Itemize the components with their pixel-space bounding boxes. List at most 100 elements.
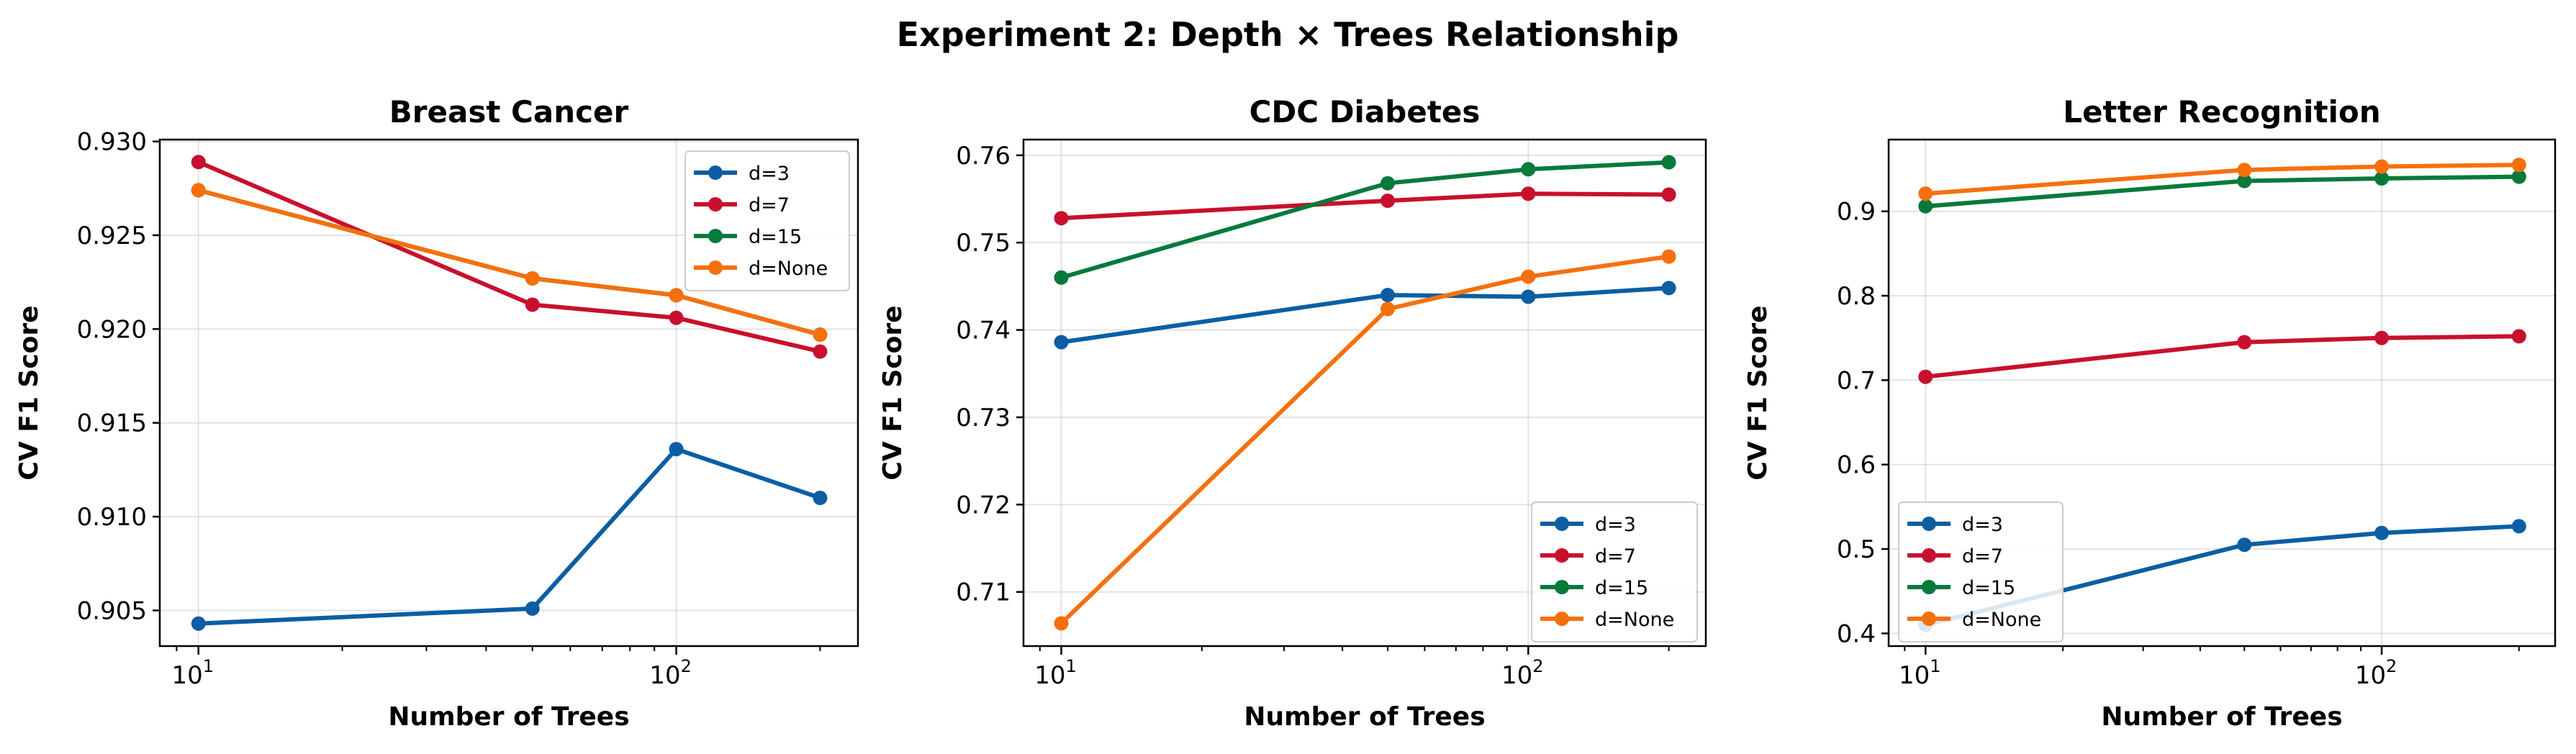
- x-tick-label: 102: [649, 656, 692, 690]
- y-tick-label: 0.905: [77, 596, 147, 625]
- data-point-d=3: [191, 616, 206, 631]
- y-tick-label: 0.915: [77, 409, 147, 438]
- data-point-d=15: [2374, 171, 2390, 186]
- legend: d=3 d=7 d=15 d=None: [1531, 501, 1698, 642]
- data-point-d=None: [2237, 163, 2252, 178]
- panel-title: Letter Recognition: [2063, 94, 2380, 130]
- data-point-d=3: [1521, 289, 1536, 304]
- y-tick-label: 0.5: [1837, 535, 1876, 564]
- data-point-d=7: [191, 155, 206, 170]
- y-tick-label: 0.71: [956, 578, 1011, 607]
- legend-marker-d=3: [1555, 517, 1569, 531]
- legend-label: d=3: [749, 163, 790, 185]
- legend-label: d=None: [1962, 609, 2041, 631]
- series-line-d=None: [1059, 254, 1671, 626]
- chart-panel-3: 0.4 0.5 0.6 0.7 0.8 0.9 101 102 Letter Recogniti…: [1743, 94, 2557, 732]
- y-tick-label: 0.920: [77, 315, 147, 344]
- axes-frame: [1887, 138, 2557, 648]
- legend-label: d=15: [1962, 577, 2015, 599]
- y-tick-label: 0.7: [1837, 366, 1876, 395]
- legend-label: d=3: [1595, 514, 1636, 536]
- data-point-d=7: [1661, 187, 1676, 202]
- y-tick-label: 0.9: [1837, 198, 1876, 227]
- series-line-d=15: [1059, 160, 1671, 280]
- data-point-d=3: [2374, 525, 2390, 540]
- data-point-d=3: [1661, 281, 1676, 296]
- panel-title: CDC Diabetes: [1249, 94, 1481, 130]
- series-line-d=None: [196, 188, 823, 337]
- y-axis-label: CV F1 Score: [14, 305, 44, 480]
- data-point-d=15: [2237, 173, 2252, 188]
- data-point-d=7: [2511, 329, 2526, 344]
- axes-frame: [1022, 138, 1707, 648]
- data-point-d=None: [1918, 186, 1933, 201]
- legend-marker-d=7: [1555, 548, 1569, 563]
- data-point-d=None: [669, 288, 684, 303]
- y-tick-label: 0.910: [77, 503, 147, 532]
- legend-marker-d=15: [1922, 580, 1936, 594]
- y-tick-label: 0.925: [77, 222, 147, 250]
- data-point-d=3: [1054, 335, 1069, 350]
- x-axis-label: Number of Trees: [2101, 702, 2342, 732]
- data-point-d=None: [2511, 158, 2526, 173]
- series-line-d=3: [1923, 524, 2521, 627]
- y-tick-label: 0.75: [956, 229, 1011, 258]
- legend-label: d=7: [749, 194, 790, 217]
- legend-frame: [1531, 501, 1698, 642]
- legend-label: d=15: [749, 226, 802, 248]
- data-point-d=7: [2374, 330, 2390, 345]
- y-axis-label: CV F1 Score: [878, 305, 908, 480]
- legend-marker-d=None: [708, 260, 723, 275]
- x-tick-label: 102: [1501, 656, 1544, 690]
- data-point-d=7: [1380, 193, 1396, 208]
- data-point-d=15: [1918, 199, 1933, 214]
- data-point-d=3: [813, 491, 828, 506]
- data-point-d=3: [2237, 537, 2252, 553]
- series-line-d=15: [1923, 174, 2521, 209]
- legend: d=3 d=7 d=15 d=None: [684, 150, 850, 291]
- y-tick-label: 0.8: [1837, 282, 1876, 311]
- x-axis-label: Number of Trees: [388, 702, 629, 732]
- legend-marker-d=15: [1555, 580, 1569, 594]
- data-point-d=3: [2511, 519, 2526, 534]
- legend-marker-d=None: [1555, 612, 1569, 626]
- y-tick-label: 0.72: [956, 491, 1011, 519]
- series-line-d=7: [1923, 334, 2521, 379]
- data-point-d=15: [1661, 155, 1676, 170]
- y-axis-label: CV F1 Score: [1743, 305, 1773, 480]
- y-tick-label: 0.74: [956, 317, 1011, 345]
- y-tick-label: 0.4: [1837, 619, 1876, 648]
- data-point-d=7: [669, 310, 684, 325]
- axes-frame: [158, 138, 859, 648]
- y-tick-label: 0.6: [1837, 451, 1876, 480]
- y-tick-label: 0.76: [956, 142, 1011, 171]
- legend-frame: [1898, 501, 2064, 642]
- y-tick-label: 0.930: [77, 128, 147, 157]
- data-point-d=7: [1918, 369, 1933, 384]
- legend-label: d=7: [1595, 545, 1636, 568]
- series-line-d=None: [1923, 163, 2521, 196]
- data-point-d=None: [1661, 249, 1676, 264]
- legend-marker-d=7: [1922, 548, 1936, 563]
- data-point-d=3: [525, 601, 540, 616]
- data-point-d=7: [1521, 186, 1536, 201]
- legend-label: d=7: [1962, 545, 2003, 568]
- legend-marker-d=3: [708, 165, 723, 180]
- legend-label: d=None: [1595, 609, 1674, 631]
- y-tick-label: 0.73: [956, 404, 1011, 432]
- data-point-d=None: [2374, 159, 2390, 174]
- data-point-d=None: [1054, 616, 1069, 631]
- data-point-d=7: [1054, 211, 1069, 226]
- series-line-d=3: [1059, 286, 1671, 345]
- legend: d=3 d=7 d=15 d=None: [1898, 501, 2064, 642]
- data-point-d=7: [2237, 335, 2252, 350]
- data-point-d=None: [1380, 301, 1396, 317]
- data-point-d=15: [1054, 270, 1069, 285]
- data-point-d=15: [2511, 169, 2526, 184]
- data-point-d=3: [669, 442, 684, 457]
- x-tick-label: 101: [1034, 656, 1077, 690]
- x-tick-label: 101: [171, 656, 214, 690]
- data-point-d=7: [813, 344, 828, 359]
- legend-marker-d=None: [1922, 612, 1936, 626]
- legend-label: d=None: [749, 258, 828, 280]
